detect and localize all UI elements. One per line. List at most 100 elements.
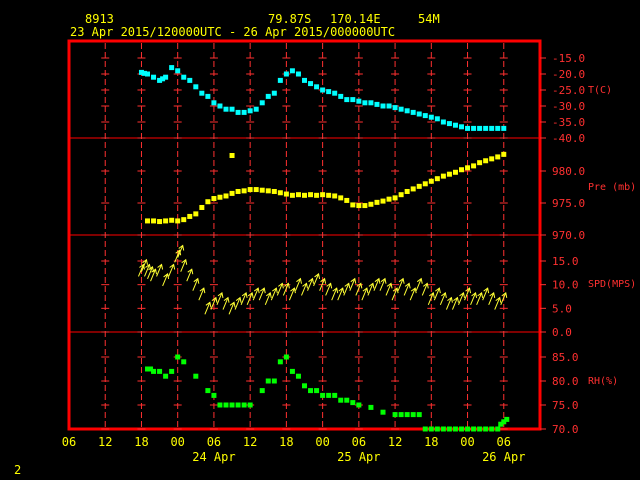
pressure-point <box>374 199 380 205</box>
y-tick-label: 0.0 <box>552 326 572 339</box>
pressure-point <box>398 192 404 198</box>
relative-humidity-point <box>501 419 507 425</box>
temperature-point <box>271 90 277 96</box>
wind-arrow <box>494 296 502 310</box>
wind-arrow <box>385 282 393 296</box>
wind-arrow <box>234 296 242 310</box>
relative-humidity-series <box>145 354 510 432</box>
wind-arrow <box>361 287 369 301</box>
temperature-point <box>181 74 187 80</box>
y-tick-label: 980.0 <box>552 165 585 178</box>
pressure-point <box>163 218 169 224</box>
pressure-point <box>181 217 187 223</box>
pressure-point <box>446 171 452 177</box>
wind-speed-series <box>137 244 508 315</box>
temperature-point <box>211 100 217 106</box>
relative-humidity-point <box>368 404 374 410</box>
relative-humidity-point <box>404 412 410 418</box>
wind-arrow <box>476 291 484 306</box>
temperature-point <box>193 84 199 90</box>
pressure-point <box>501 151 507 157</box>
wind-arrow <box>397 277 405 291</box>
pressure-point <box>410 186 416 192</box>
wind-arrow <box>445 296 453 310</box>
relative-humidity-point <box>302 383 307 389</box>
temperature-point <box>332 90 338 96</box>
wind-arrow <box>415 277 423 291</box>
temperature-point <box>145 71 150 77</box>
pressure-point <box>422 181 428 187</box>
relative-humidity-point <box>416 412 422 418</box>
pressure-point <box>223 193 229 199</box>
wind-arrow <box>282 282 290 296</box>
relative-humidity-point <box>283 354 289 360</box>
temperature-point <box>247 108 253 114</box>
y-tick-labels: -15.0 -20.0 -25.0 -30.0 -35.0 -40.0 980.0 975.0… <box>552 52 585 436</box>
pressure-point <box>459 167 464 173</box>
station-id: 8913 <box>85 12 114 26</box>
relative-humidity-point <box>148 366 154 372</box>
pressure-point <box>271 188 277 194</box>
pressure-point <box>356 203 362 209</box>
y-tick-label: -30.0 <box>552 100 585 113</box>
wind-arrow <box>355 282 363 296</box>
wind-arrow <box>427 291 435 306</box>
temperature-point <box>422 113 428 119</box>
wind-arrow <box>228 301 236 315</box>
wind-arrow <box>177 244 185 258</box>
pressure-point <box>235 188 241 194</box>
relative-humidity-point <box>247 402 253 408</box>
relative-humidity-point <box>398 412 404 418</box>
pressure-point <box>217 194 223 200</box>
pressure-point <box>283 191 289 197</box>
relative-humidity-point <box>259 388 265 394</box>
pressure-point <box>308 192 314 198</box>
wind-arrow <box>150 268 158 282</box>
temperature-point <box>169 65 175 71</box>
wind-arrow <box>433 287 441 301</box>
wind-arrow <box>373 277 381 291</box>
temperature-point <box>338 93 344 99</box>
wind-arrow <box>137 263 145 277</box>
pressure-point <box>489 156 495 162</box>
wind-arrow <box>174 249 182 263</box>
relative-humidity-point <box>350 400 356 406</box>
wind-arrow <box>162 273 170 287</box>
wind-arrow <box>216 291 224 306</box>
temperature-point <box>314 84 320 90</box>
relative-humidity-point <box>223 402 229 408</box>
temperature-point <box>157 77 163 83</box>
wind-arrow <box>482 287 490 301</box>
pressure-point <box>247 187 253 193</box>
wind-arrow <box>204 301 212 315</box>
wind-arrow <box>301 282 308 296</box>
relative-humidity-point <box>241 402 247 408</box>
wind-arrow <box>147 265 155 280</box>
relative-humidity-point <box>459 426 464 432</box>
wind-arrow <box>313 273 321 287</box>
relative-humidity-point <box>332 392 338 398</box>
wind-arrow <box>240 291 248 306</box>
temperature-point <box>141 70 147 76</box>
wind-arrow <box>168 263 176 277</box>
temperature-point <box>398 106 404 112</box>
relative-humidity-point <box>217 402 223 408</box>
temperature-point <box>350 97 356 103</box>
temperature-point <box>386 103 392 109</box>
temperature-point <box>160 76 166 82</box>
y-tick-label: 85.0 <box>552 351 579 364</box>
wind-arrow <box>464 287 472 301</box>
y-tick-label: 80.0 <box>552 375 579 388</box>
relative-humidity-point <box>483 426 489 432</box>
wind-arrow <box>367 282 375 296</box>
wind-arrow <box>325 282 333 296</box>
y-tick-label: 5.0 <box>552 302 572 315</box>
temperature-point <box>199 90 205 96</box>
temperature-point <box>410 109 416 115</box>
temperature-point <box>416 111 422 117</box>
temperature-point <box>501 125 507 131</box>
x-date-label: 24 Apr <box>192 450 235 464</box>
wind-arrow <box>343 282 351 296</box>
y-axis-label: Pre (mb) <box>588 182 636 193</box>
grid <box>101 43 546 430</box>
